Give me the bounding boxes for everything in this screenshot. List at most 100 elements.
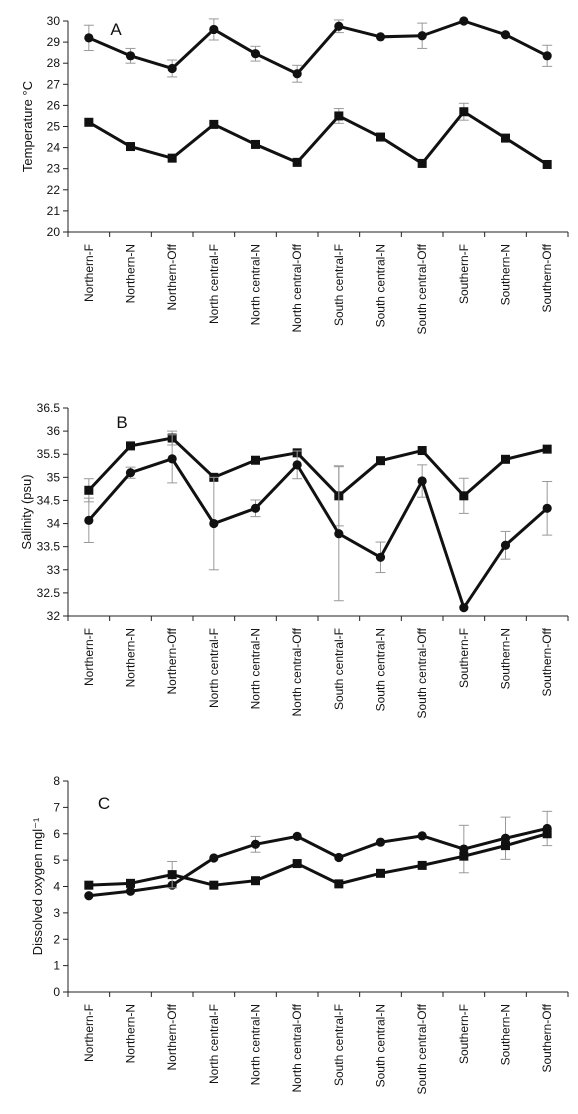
y-tick-label: 33.5 bbox=[37, 540, 61, 554]
y-tick-label: 36.5 bbox=[37, 401, 61, 415]
series-line-circle bbox=[88, 19, 548, 76]
y-tick-label: 32 bbox=[47, 609, 61, 623]
data-point-circle bbox=[375, 837, 386, 847]
series-line-circle bbox=[87, 457, 549, 610]
data-point-circle bbox=[125, 886, 136, 896]
y-tick-label: 29 bbox=[47, 35, 61, 49]
data-point-square bbox=[334, 879, 344, 889]
data-point-square bbox=[542, 829, 552, 839]
data-point-circle bbox=[500, 540, 511, 550]
data-point-square bbox=[417, 158, 427, 168]
x-tick-label: Southern-Off bbox=[540, 627, 554, 696]
y-tick-label: 28 bbox=[47, 56, 61, 70]
data-point-circle bbox=[459, 844, 469, 854]
data-point-circle bbox=[334, 529, 344, 539]
data-point-square bbox=[501, 841, 510, 851]
data-point-square bbox=[209, 119, 219, 129]
y-tick-label: 32.5 bbox=[37, 586, 61, 600]
data-point-circle bbox=[84, 33, 94, 43]
data-point-square bbox=[209, 880, 219, 890]
y-tick-label: 34 bbox=[47, 517, 61, 531]
data-point-square bbox=[376, 132, 385, 142]
data-point-square bbox=[542, 159, 552, 169]
x-tick-label: Northern-F bbox=[82, 1004, 96, 1062]
data-point-circle bbox=[292, 831, 302, 841]
x-tick-label: North central-N bbox=[249, 1004, 263, 1085]
x-tick-label: Northern-N bbox=[124, 628, 138, 687]
x-tick-label: North central-N bbox=[249, 244, 263, 325]
x-tick-label: South central-Off bbox=[415, 627, 429, 718]
x-tick-label: Northern-F bbox=[82, 628, 96, 686]
panel-label: A bbox=[110, 20, 122, 39]
y-axis-title: Temperature °C bbox=[20, 81, 35, 172]
data-point-circle bbox=[375, 32, 386, 42]
data-point-circle bbox=[250, 839, 261, 849]
series-line-square bbox=[88, 832, 548, 887]
panel-label: C bbox=[98, 794, 110, 813]
y-tick-label: 3 bbox=[53, 906, 60, 920]
y-tick-label: 26 bbox=[47, 98, 61, 112]
y-tick-label: 7 bbox=[53, 800, 60, 814]
y-tick-label: 25 bbox=[47, 120, 61, 134]
y-tick-label: 8 bbox=[53, 774, 60, 788]
x-tick-label: South central-N bbox=[374, 244, 388, 327]
data-point-square bbox=[376, 456, 385, 466]
data-point-circle bbox=[417, 476, 427, 486]
x-tick-label: Northern-F bbox=[82, 244, 96, 302]
data-point-square bbox=[251, 876, 260, 886]
data-point-square bbox=[251, 139, 260, 149]
data-point-circle bbox=[500, 30, 511, 40]
x-tick-label: Southern-Off bbox=[540, 243, 554, 312]
data-point-circle bbox=[250, 49, 261, 59]
x-tick-label: South central-Off bbox=[415, 1003, 429, 1094]
x-tick-label: Northern-Off bbox=[165, 243, 179, 310]
y-tick-label: 20 bbox=[47, 225, 61, 239]
data-point-square bbox=[84, 880, 94, 890]
x-tick-label: South central-F bbox=[332, 244, 346, 326]
x-tick-label: South central-F bbox=[332, 628, 346, 710]
x-tick-label: Southern-N bbox=[499, 244, 513, 305]
data-point-square bbox=[459, 851, 469, 861]
data-point-circle bbox=[250, 503, 261, 513]
y-axis-title: Dissolved oxygen mgl⁻¹ bbox=[30, 817, 45, 955]
data-point-circle bbox=[375, 552, 386, 562]
x-tick-label: North central-Off bbox=[290, 243, 304, 332]
data-point-circle bbox=[417, 831, 427, 841]
y-tick-label: 35 bbox=[47, 470, 61, 484]
data-point-circle bbox=[500, 833, 511, 843]
series-line-square bbox=[88, 110, 548, 166]
x-tick-label: South central-F bbox=[332, 1004, 346, 1086]
y-tick-label: 1 bbox=[53, 959, 60, 973]
y-tick-label: 33 bbox=[47, 563, 61, 577]
x-tick-label: Northern-Off bbox=[165, 1003, 179, 1070]
x-tick-label: South central-N bbox=[374, 1004, 388, 1087]
data-point-circle bbox=[459, 603, 469, 613]
data-point-circle bbox=[542, 503, 552, 513]
series-line-circle bbox=[88, 827, 548, 898]
data-point-circle bbox=[125, 468, 136, 478]
data-point-square bbox=[334, 111, 344, 121]
x-tick-label: Southern-F bbox=[457, 244, 471, 304]
y-tick-label: 30 bbox=[47, 14, 61, 28]
x-tick-label: Southern-N bbox=[499, 628, 513, 689]
x-tick-label: North central-Off bbox=[290, 627, 304, 716]
y-tick-label: 4 bbox=[53, 880, 60, 894]
data-point-circle bbox=[125, 51, 136, 61]
data-point-square bbox=[542, 444, 552, 454]
data-point-circle bbox=[209, 24, 219, 35]
y-tick-label: 34.5 bbox=[37, 493, 61, 507]
data-point-square bbox=[84, 485, 94, 495]
data-point-square bbox=[126, 142, 135, 152]
y-tick-label: 2 bbox=[53, 932, 60, 946]
y-tick-label: 0 bbox=[53, 985, 60, 999]
data-point-square bbox=[126, 441, 135, 451]
data-point-circle bbox=[334, 852, 344, 863]
data-point-circle bbox=[417, 31, 427, 41]
x-tick-label: North central-Off bbox=[290, 1003, 304, 1092]
x-tick-label: Southern-N bbox=[499, 1004, 513, 1065]
x-tick-label: Northern-N bbox=[124, 244, 138, 303]
y-tick-label: 35.5 bbox=[37, 447, 61, 461]
data-point-square bbox=[292, 157, 302, 167]
data-point-circle bbox=[167, 63, 177, 74]
